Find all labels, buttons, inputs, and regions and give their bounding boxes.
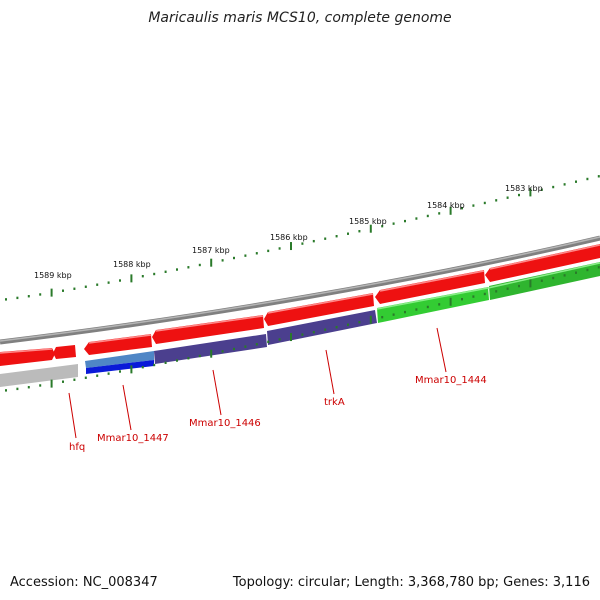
scale-label-1585: 1585 kbp — [349, 217, 387, 226]
genome-summary-text: Topology: circular; Length: 3,368,780 bp… — [232, 575, 590, 590]
scale-label-1583: 1583 kbp — [505, 184, 543, 193]
accession-text: Accession: NC_008347 — [10, 575, 158, 590]
scale-label-1589: 1589 kbp — [34, 271, 72, 280]
gene-red-7 — [485, 244, 600, 282]
gene-label-lines — [68, 327, 447, 439]
scale-label-1586: 1586 kbp — [270, 233, 308, 242]
gene-red-4 — [152, 315, 264, 344]
gene-label-trka: trkA — [324, 397, 345, 408]
gene-label-hfq: hfq — [69, 442, 85, 453]
scale-labels: 1589 kbp 1588 kbp 1587 kbp 1586 kbp 1585… — [34, 184, 543, 280]
scale-label-1584: 1584 kbp — [427, 201, 465, 210]
gene-label-mmar10-1447: Mmar10_1447 — [97, 433, 169, 444]
scale-label-1588: 1588 kbp — [113, 260, 151, 269]
scale-label-1587: 1587 kbp — [192, 246, 230, 255]
genome-backbone — [0, 235, 600, 345]
gene-mmar10-1444 — [377, 287, 489, 323]
gene-red-5 — [264, 293, 374, 326]
gene-mmar10-1446 — [154, 334, 267, 364]
gene-mmar10-1447-dark — [86, 360, 154, 374]
gene-label-mmar10-1446: Mmar10_1446 — [189, 418, 261, 429]
gene-labels: hfq Mmar10_1447 Mmar10_1446 trkA Mmar10_… — [69, 375, 487, 453]
gene-trka — [267, 310, 377, 345]
gene-red-3 — [84, 334, 152, 355]
genome-title: Maricaulis maris MCS10, complete genome — [148, 10, 452, 26]
forward-strand-genes — [0, 244, 600, 366]
upper-scale-ticks — [5, 175, 600, 301]
gene-red-2 — [53, 345, 76, 359]
gene-green-2 — [489, 262, 600, 300]
lower-scale-ticks — [5, 266, 600, 392]
gene-hfq-region — [0, 364, 78, 387]
gene-label-mmar10-1444: Mmar10_1444 — [415, 375, 487, 386]
gene-red-6 — [375, 270, 485, 304]
reverse-strand-genes — [0, 262, 600, 387]
gene-mmar10-1447-light — [85, 351, 154, 368]
